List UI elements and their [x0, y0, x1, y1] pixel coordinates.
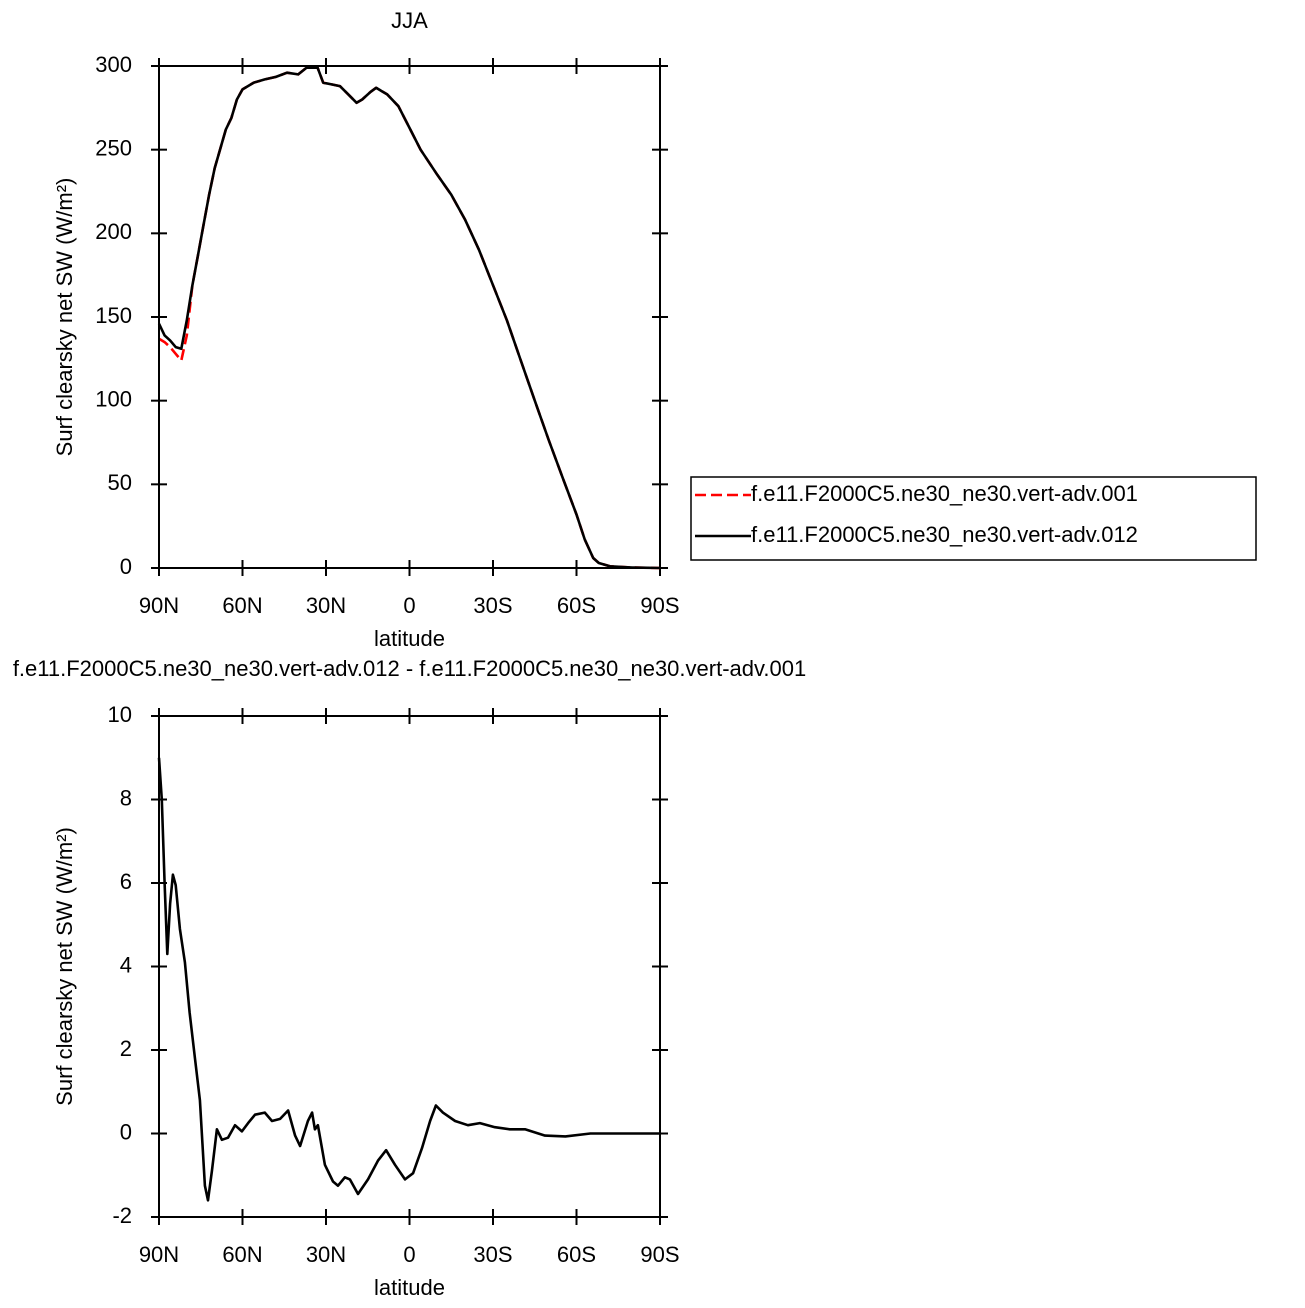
x-tick-label: 30N [306, 1242, 346, 1267]
y-axis-label: Surf clearsky net SW (W/m²) [52, 178, 77, 457]
y-tick-label: 0 [120, 1119, 132, 1144]
x-tick-label: 30S [473, 593, 512, 618]
x-axis-label: latitude [374, 1275, 445, 1300]
legend-box [690, 476, 1257, 561]
plot-frame [158, 65, 661, 569]
chart-title: JJA [391, 8, 428, 33]
y-tick-label: 300 [95, 52, 132, 77]
y-tick-label: 6 [120, 869, 132, 894]
data-line [157, 66, 661, 570]
y-tick-label: 150 [95, 303, 132, 328]
x-tick-label: 90N [139, 1242, 179, 1267]
y-tick-label: 8 [120, 785, 132, 810]
y-tick-label: -2 [112, 1203, 132, 1228]
y-tick-label: 2 [120, 1036, 132, 1061]
x-tick-label: 90S [640, 1242, 679, 1267]
x-tick-label: 0 [403, 1242, 415, 1267]
y-tick-label: 250 [95, 135, 132, 160]
x-tick-label: 90N [139, 593, 179, 618]
x-tick-label: 90S [640, 593, 679, 618]
y-tick-label: 200 [95, 219, 132, 244]
x-tick-label: 60S [557, 593, 596, 618]
x-tick-label: 60S [557, 1242, 596, 1267]
y-tick-label: 4 [120, 952, 132, 977]
chart-title: f.e11.F2000C5.ne30_ne30.vert-adv.012 - f… [13, 656, 806, 681]
legend-label: f.e11.F2000C5.ne30_ne30.vert-adv.012 [751, 522, 1138, 547]
x-tick-label: 0 [403, 593, 415, 618]
y-axis-label: Surf clearsky net SW (W/m²) [52, 827, 77, 1106]
x-tick-label: 30S [473, 1242, 512, 1267]
x-tick-label: 30N [306, 593, 346, 618]
x-tick-label: 60N [222, 1242, 262, 1267]
y-tick-label: 100 [95, 386, 132, 411]
y-tick-label: 10 [108, 702, 132, 727]
data-line [157, 757, 660, 1202]
data-line [158, 66, 661, 570]
plot-frame [158, 715, 661, 1218]
y-tick-label: 50 [108, 470, 132, 495]
x-tick-label: 60N [222, 593, 262, 618]
y-tick-label: 0 [120, 554, 132, 579]
x-axis-label: latitude [374, 626, 445, 651]
legend-label: f.e11.F2000C5.ne30_ne30.vert-adv.001 [751, 481, 1138, 506]
